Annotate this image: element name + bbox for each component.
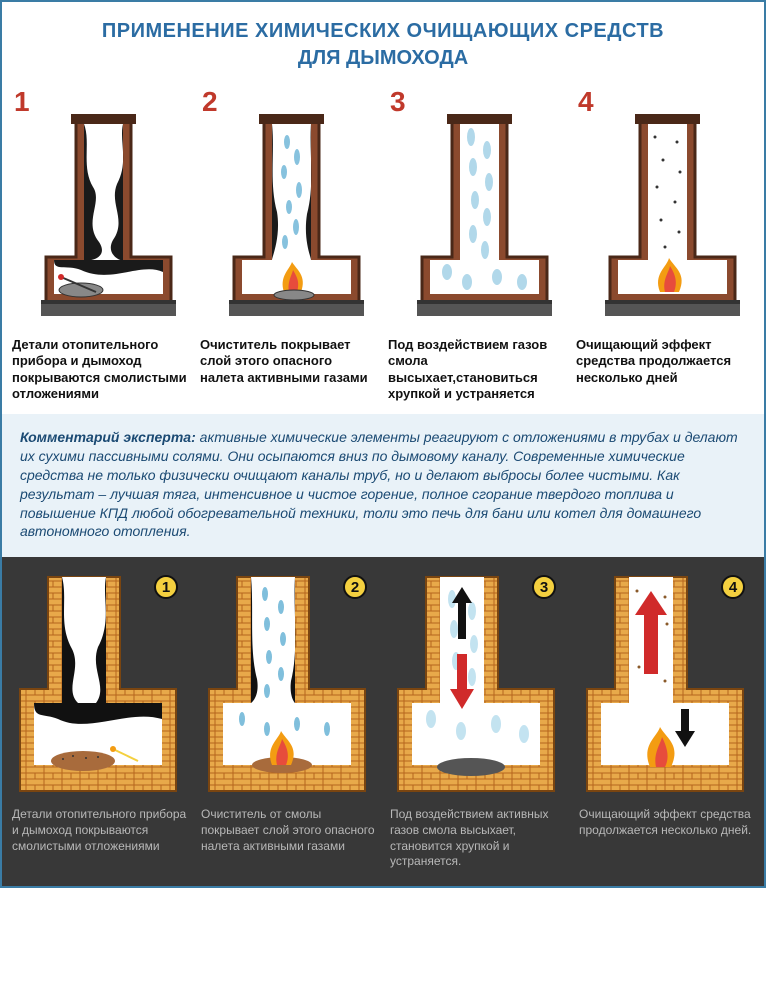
brick-stove-diagram-2: 2 [197, 569, 375, 799]
stove-diagram-3 [397, 112, 557, 327]
panel-caption: Очищающий эффект средства продолжается н… [574, 327, 756, 390]
page-title-line2: ДЛЯ ДЫМОХОДА [2, 47, 764, 80]
panel-caption: Под воздействием активных газов смола вы… [386, 799, 569, 869]
bottom-panel-1: 1 Де [8, 569, 191, 869]
panel-number: 3 [390, 86, 406, 118]
stove-diagram-2 [209, 112, 369, 327]
panel-number: 1 [14, 86, 30, 118]
panel-caption: Очиститель от смолы покрывает слой этого… [197, 799, 380, 854]
panel-caption: Очиститель покрывает слой этого опасного… [198, 327, 380, 390]
panel-number: 2 [202, 86, 218, 118]
top-diagram-row: 1 [2, 80, 764, 414]
top-panel-2: 2 [198, 86, 380, 406]
page-title-line1: ПРИМЕНЕНИЕ ХИМИЧЕСКИХ ОЧИЩАЮЩИХ СРЕДСТВ [2, 2, 764, 47]
top-panel-3: 3 [386, 86, 568, 406]
panel-caption: Детали отопительного прибора и дымоход п… [8, 799, 191, 854]
top-panel-1: 1 [10, 86, 192, 406]
infographic-page: ПРИМЕНЕНИЕ ХИМИЧЕСКИХ ОЧИЩАЮЩИХ СРЕДСТВ … [0, 0, 766, 888]
stove-diagram-1 [21, 112, 181, 327]
panel-caption: Детали отопительного прибора и дымоход п… [10, 327, 192, 406]
bottom-panel-3: 3 [386, 569, 569, 869]
bottom-panel-2: 2 [197, 569, 380, 869]
expert-label: Комментарий эксперта: [20, 429, 196, 445]
top-panel-4: 4 [574, 86, 756, 406]
brick-stove-diagram-4: 4 [575, 569, 753, 799]
stove-diagram-4 [585, 112, 745, 327]
expert-text: активные химические элементы реагируют с… [20, 429, 738, 539]
panel-number: 4 [578, 86, 594, 118]
panel-caption: Очищающий эффект средства продолжается н… [575, 799, 758, 838]
panel-caption: Под воздействием газов смола высыхает,ст… [386, 327, 568, 406]
bottom-panel-4: 4 [575, 569, 758, 869]
bottom-diagram-row: 1 Де [2, 557, 764, 885]
brick-stove-diagram-1: 1 [8, 569, 186, 799]
expert-comment-box: Комментарий эксперта: активные химически… [2, 414, 764, 557]
brick-stove-diagram-3: 3 [386, 569, 564, 799]
